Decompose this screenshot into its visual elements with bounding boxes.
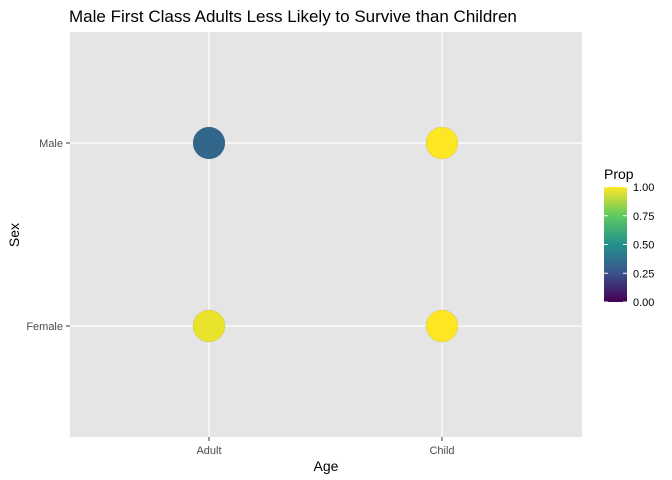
legend-title: Prop bbox=[604, 166, 634, 182]
point-adult-male bbox=[192, 126, 226, 160]
point-adult-female bbox=[192, 309, 226, 343]
data-points bbox=[192, 126, 459, 343]
y-axis-title: Sex bbox=[6, 223, 22, 247]
x-tick-label-child: Child bbox=[429, 445, 454, 457]
y-tick-label-male: Male bbox=[39, 138, 63, 150]
point-child-female bbox=[425, 309, 459, 343]
x-axis-title: Age bbox=[314, 458, 339, 474]
legend-tick-label: 0.00 bbox=[633, 297, 654, 309]
point-child-male bbox=[425, 126, 459, 160]
plot-panel bbox=[70, 32, 582, 437]
color-legend: Prop 1.00 0.75 0.50 0.25 0.00 bbox=[604, 166, 654, 309]
y-axis-ticks: Female Male bbox=[26, 138, 70, 333]
chart-title: Male First Class Adults Less Likely to S… bbox=[69, 7, 517, 26]
legend-tick-label: 0.50 bbox=[633, 240, 654, 252]
legend-colorbar bbox=[604, 187, 627, 302]
x-axis-ticks: Adult Child bbox=[196, 437, 455, 457]
legend-ticks: 1.00 0.75 0.50 0.25 0.00 bbox=[604, 182, 654, 309]
legend-tick-label: 1.00 bbox=[633, 182, 654, 194]
x-tick-label-adult: Adult bbox=[196, 445, 221, 457]
legend-tick-label: 0.25 bbox=[633, 268, 654, 280]
y-tick-label-female: Female bbox=[26, 321, 63, 333]
legend-tick-label: 0.75 bbox=[633, 211, 654, 223]
grid-lines bbox=[70, 32, 582, 437]
